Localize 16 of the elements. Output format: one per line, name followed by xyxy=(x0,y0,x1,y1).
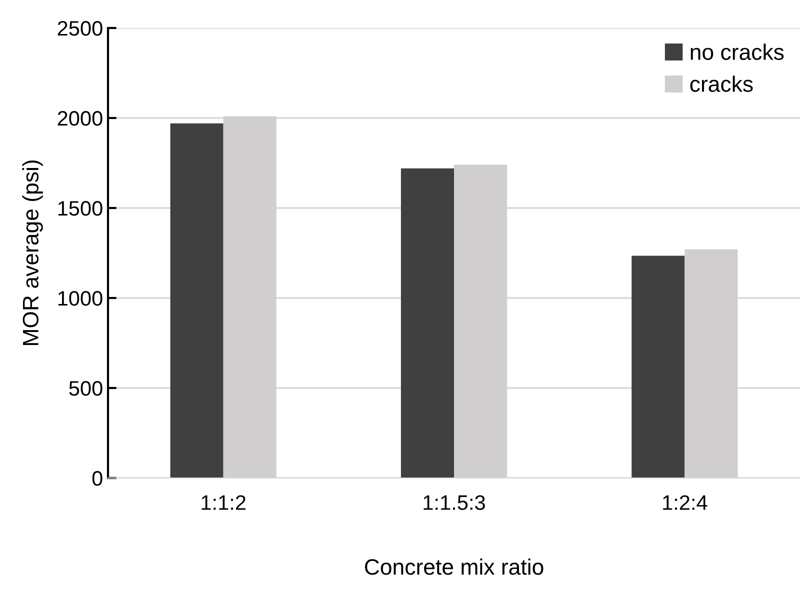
y-tick-label: 500 xyxy=(69,381,102,396)
x-tick-label: 1:2:4 xyxy=(663,495,708,510)
x-tick-label: 1:1:2 xyxy=(202,495,246,510)
y-tick-label: 1000 xyxy=(58,291,102,306)
bar xyxy=(170,123,224,478)
bar xyxy=(400,168,454,478)
legend-label: cracks xyxy=(690,76,753,92)
y-tick-label: 2500 xyxy=(58,21,102,36)
y-tick-label: 2000 xyxy=(58,111,102,126)
y-axis-title: MOR average (psi) xyxy=(22,160,43,346)
y-tick-label: 1500 xyxy=(58,201,102,216)
bar xyxy=(632,256,685,478)
y-tick-label: 0 xyxy=(92,471,102,486)
x-tick-label: 1:1.5:3 xyxy=(424,495,485,510)
x-axis-title: Concrete mix ratio xyxy=(364,558,544,575)
legend-label: no cracks xyxy=(690,44,784,60)
